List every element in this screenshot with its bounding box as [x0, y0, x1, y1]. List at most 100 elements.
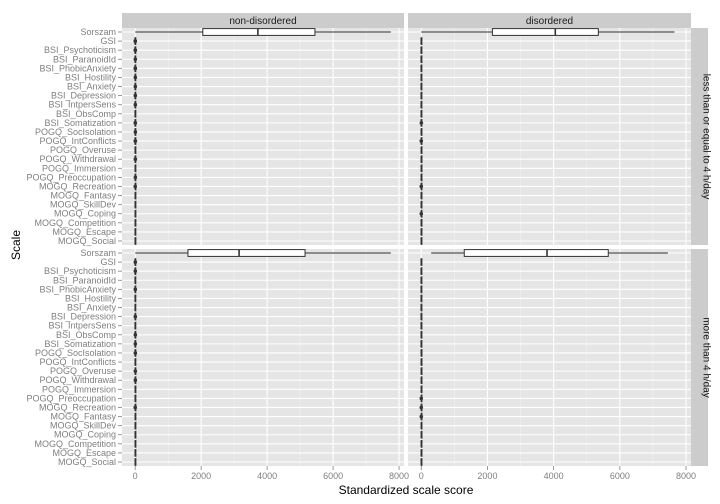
box-BSI_IntpersSens [134, 321, 137, 330]
x-tick-label: 0 [133, 471, 138, 481]
box-MOGQ_Recreation [419, 182, 424, 191]
y-tick-label: BSI_IntpersSens [48, 100, 116, 110]
outlier-point [419, 396, 424, 401]
box-iqr [491, 28, 599, 36]
box-BSI_Hostility [420, 294, 423, 303]
box-POGQ_IntConflicts [419, 137, 424, 145]
box-Sorszam [421, 28, 675, 36]
x-tick-label: 2000 [191, 471, 211, 481]
box-MOGQ_Social [420, 458, 423, 466]
outlier-point [133, 84, 138, 89]
box-BSI_Somatization [420, 339, 423, 348]
box-BSI_PhobicAnxiety [133, 64, 138, 73]
outlier-point [133, 121, 138, 125]
box-POGQ_Overuse [134, 146, 137, 155]
y-tick-label: MOGQ_Competition [34, 439, 116, 449]
y-tick-label: BSI_Hostility [65, 293, 117, 303]
box-POGQ_IntConflicts [134, 358, 137, 366]
box-BSI_Somatization [419, 118, 424, 127]
box-BSI_ObsComp [420, 109, 423, 118]
box-MOGQ_Competition [420, 218, 423, 227]
box-MOGQ_SkillDev [134, 200, 137, 209]
y-tick-label: MOGQ_Fantasy [50, 191, 116, 201]
box-MOGQ_SkillDev [134, 421, 137, 430]
panel-background [408, 249, 691, 466]
y-tick-label: BSI_Anxiety [67, 82, 117, 92]
y-tick-label: MOGQ_Competition [34, 218, 116, 228]
box-BSI_Depression [133, 312, 138, 321]
box-POGQ_Immersion [420, 164, 423, 173]
box-POGQ_Overuse [133, 367, 138, 376]
box-BSI_IntpersSens [420, 321, 423, 330]
row-strip-label: less than or equal to 4 h/day [701, 74, 712, 200]
box-MOGQ_SkillDev [420, 200, 423, 209]
box-BSI_Somatization [133, 118, 138, 127]
box-BSI_IntpersSens [420, 100, 423, 109]
box-POGQ_Withdrawal [420, 376, 423, 385]
box-BSI_Psychoticism [133, 46, 138, 55]
outlier-point [133, 139, 138, 143]
y-tick-label: BSI_Depression [51, 312, 116, 322]
box-POGQ_IntConflicts [133, 137, 138, 145]
x-tick-label: 6000 [323, 471, 343, 481]
box-Sorszam [431, 249, 668, 257]
box-BSI_PhobicAnxiety [133, 285, 138, 294]
box-BSI_ParanoidId [133, 55, 138, 64]
outlier-point [133, 351, 138, 355]
outlier-point [133, 287, 138, 292]
outlier-point [419, 414, 424, 419]
box-BSI_Anxiety [134, 303, 137, 312]
outlier-point [133, 75, 138, 80]
x-tick-label: 8000 [676, 471, 696, 481]
box-POGQ_Immersion [134, 164, 137, 173]
box-BSI_Hostility [420, 73, 423, 82]
box-POGQ_Preoccupation [133, 173, 138, 182]
box-POGQ_Immersion [420, 385, 423, 394]
outlier-point [133, 130, 138, 134]
box-Sorszam [135, 249, 391, 257]
box-MOGQ_Escape [420, 228, 423, 236]
y-tick-label: BSI_Psychoticism [44, 266, 116, 276]
box-GSI [420, 37, 423, 45]
row-strip [691, 28, 708, 245]
row-strip [691, 249, 708, 466]
y-tick-label: MOGQ_Recreation [39, 181, 116, 191]
box-BSI_Psychoticism [420, 46, 423, 55]
x-tick-label: 4000 [544, 471, 564, 481]
y-tick-label: BSI_ParanoidId [53, 275, 116, 285]
y-tick-label: POGQ_SocIsolation [35, 127, 116, 137]
y-axis-title: Scale [9, 230, 23, 260]
y-tick-label: BSI_ParanoidId [53, 54, 116, 64]
y-tick-label: MOGQ_SkillDev [50, 421, 117, 431]
box-MOGQ_Recreation [133, 403, 138, 412]
outlier-point [133, 184, 138, 189]
col-strip-label: non-disordered [229, 16, 296, 27]
box-POGQ_Overuse [420, 146, 423, 155]
outlier-point [133, 405, 138, 410]
box-POGQ_Preoccupation [419, 394, 424, 403]
y-tick-label: MOGQ_Coping [54, 430, 116, 440]
box-Sorszam [135, 28, 391, 36]
y-tick-label: Sorszam [80, 27, 116, 37]
y-tick-label: POGQ_Preoccupation [26, 393, 116, 403]
box-BSI_Anxiety [420, 303, 423, 312]
box-MOGQ_Recreation [133, 182, 138, 191]
outlier-point [133, 342, 138, 346]
outlier-point [133, 269, 138, 273]
box-MOGQ_Fantasy [420, 191, 423, 200]
box-BSI_PhobicAnxiety [420, 285, 423, 294]
box-MOGQ_Competition [134, 439, 137, 448]
col-strip [122, 13, 404, 28]
box-GSI [420, 258, 423, 266]
y-tick-label: BSI_Somatization [44, 339, 116, 349]
y-tick-label: BSI_ObsComp [56, 330, 116, 340]
outlier-point [133, 102, 138, 107]
outlier-point [133, 378, 138, 383]
y-tick-label: GSI [100, 36, 116, 46]
y-tick-label: POGQ_IntConflicts [39, 357, 116, 367]
panel-background [122, 28, 404, 245]
box-POGQ_Preoccupation [134, 394, 137, 403]
y-tick-label: MOGQ_Social [58, 457, 116, 467]
box-POGQ_IntConflicts [420, 358, 423, 366]
box-MOGQ_Social [134, 237, 137, 245]
